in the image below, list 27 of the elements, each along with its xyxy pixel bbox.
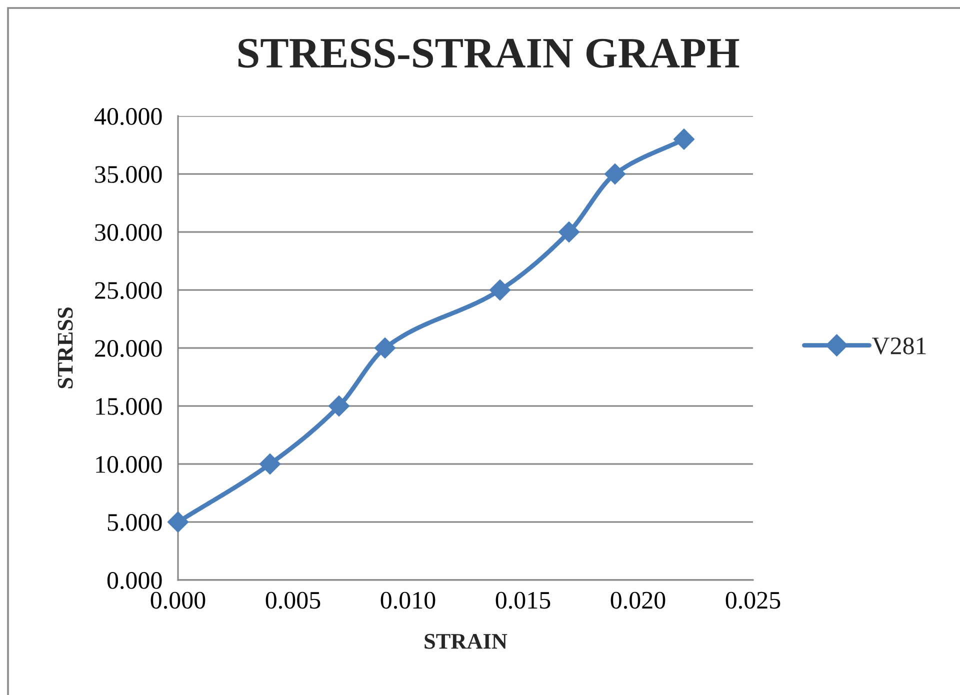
y-tick-label: 0.000 xyxy=(107,572,162,590)
point xyxy=(673,128,695,150)
point xyxy=(374,337,396,359)
point xyxy=(489,279,511,301)
x-tick-label: 0.020 xyxy=(610,592,666,609)
x-tick-label: 0.015 xyxy=(496,592,550,609)
y-tick-label: 20.000 xyxy=(95,340,162,358)
legend-label: V281 xyxy=(872,337,926,354)
chart-title: STRESS-STRAIN GRAPH xyxy=(238,38,740,68)
point xyxy=(604,163,626,185)
point xyxy=(167,511,189,533)
y-tick-label: 30.000 xyxy=(95,224,162,242)
x-tick-label: 0.005 xyxy=(266,592,320,609)
point xyxy=(558,221,580,243)
point xyxy=(328,395,350,417)
x-tick-label: 0.000 xyxy=(150,592,206,609)
y-tick-label: 40.000 xyxy=(94,108,162,126)
y-tick-label: 10.000 xyxy=(96,456,162,474)
x-tick-label: 0.010 xyxy=(380,592,436,609)
y-axis-title: STRESS xyxy=(58,308,73,388)
x-tick-label: 0.025 xyxy=(726,592,780,609)
point xyxy=(259,453,281,475)
y-tick-label: 35.000 xyxy=(95,166,162,184)
y-tick-label: 5.000 xyxy=(108,514,162,532)
y-tick-label: 25.000 xyxy=(95,282,162,300)
x-axis-title: STRAIN xyxy=(424,634,508,649)
y-tick-label: 15.000 xyxy=(96,398,162,416)
